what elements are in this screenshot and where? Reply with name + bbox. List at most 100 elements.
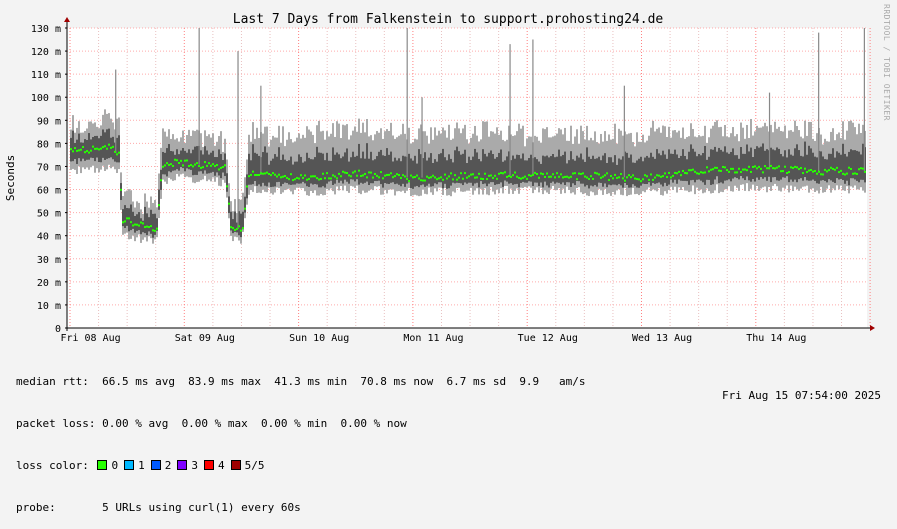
loss-color-swatch <box>124 460 135 470</box>
envelope-inner <box>498 152 500 184</box>
median-mark <box>420 179 422 182</box>
envelope-inner <box>666 158 668 186</box>
envelope-inner <box>612 162 614 185</box>
envelope-inner <box>650 152 652 186</box>
envelope-inner <box>390 151 392 183</box>
envelope-inner <box>660 155 662 185</box>
median-mark <box>850 167 852 170</box>
median-mark <box>508 174 510 177</box>
median-mark <box>316 177 318 180</box>
median-mark <box>758 165 760 168</box>
envelope-inner <box>654 158 656 184</box>
x-tick-labels: Fri 08 Aug Sat 09 Aug Sun 10 Aug Mon 11 Aug… <box>60 333 806 344</box>
envelope-inner <box>106 129 108 159</box>
envelope-inner <box>784 150 786 178</box>
x-tick-label: Wed 13 Aug <box>632 333 692 344</box>
envelope-inner <box>582 159 584 184</box>
envelope-inner <box>664 154 666 183</box>
median-mark <box>648 178 650 181</box>
envelope-inner <box>284 159 286 183</box>
median-mark <box>536 172 538 175</box>
envelope-inner <box>316 146 318 185</box>
envelope-inner <box>446 160 448 189</box>
median-mark <box>568 176 570 179</box>
envelope-inner <box>84 139 86 161</box>
envelope-inner <box>362 151 364 184</box>
median-mark <box>148 226 150 229</box>
envelope-inner <box>202 154 204 174</box>
envelope-inner <box>714 146 716 180</box>
median-mark <box>524 175 526 178</box>
envelope-inner <box>676 154 678 184</box>
median-mark <box>846 172 848 175</box>
median-mark <box>262 172 264 175</box>
loss-color-swatch <box>203 460 214 470</box>
x-axis-arrow <box>870 325 875 331</box>
median-mark <box>268 172 270 175</box>
envelope-inner <box>356 155 358 180</box>
envelope-inner <box>744 153 746 181</box>
median-mark <box>612 177 614 180</box>
envelope-inner <box>506 156 508 182</box>
median-mark <box>418 177 420 180</box>
median-mark <box>608 178 610 181</box>
envelope-inner <box>146 213 148 236</box>
median-mark <box>748 165 750 168</box>
envelope-inner <box>806 154 808 181</box>
loss-color-legend: loss color: 0 1 2 3 4 5/5 <box>16 459 586 473</box>
envelope-inner <box>618 158 620 185</box>
envelope-inner <box>492 154 494 183</box>
envelope-inner <box>472 156 474 186</box>
envelope-inner <box>156 218 158 231</box>
median-mark <box>214 165 216 168</box>
envelope-inner <box>690 144 692 181</box>
median-mark <box>436 178 438 181</box>
median-mark <box>114 150 116 153</box>
median-mark <box>270 174 272 177</box>
x-tick-label: Fri 08 Aug <box>60 333 120 344</box>
median-mark <box>760 167 762 170</box>
envelope-inner <box>724 146 726 181</box>
median-mark <box>570 175 572 178</box>
median-mark <box>696 172 698 175</box>
envelope-inner <box>644 157 646 184</box>
median-mark <box>266 171 268 174</box>
median-mark <box>138 224 140 227</box>
envelope-inner <box>292 164 294 185</box>
median-mark <box>330 177 332 180</box>
median-mark <box>96 147 98 150</box>
envelope-inner <box>230 211 232 231</box>
median-mark <box>470 173 472 176</box>
median-mark <box>174 158 176 161</box>
envelope-inner <box>86 139 88 160</box>
median-mark <box>100 147 102 150</box>
envelope-inner <box>550 156 552 183</box>
envelope-inner <box>802 156 804 181</box>
envelope-inner <box>632 162 634 185</box>
median-mark <box>304 174 306 177</box>
envelope-inner <box>124 205 126 228</box>
envelope-inner <box>266 152 268 187</box>
median-mark <box>484 172 486 175</box>
median-mark <box>358 169 360 172</box>
envelope-inner <box>808 145 810 181</box>
median-mark <box>776 166 778 169</box>
loss-color-swatch <box>177 460 188 470</box>
median-mark <box>150 225 152 228</box>
median-mark <box>182 164 184 167</box>
median-mark <box>238 225 240 228</box>
envelope-inner <box>402 155 404 184</box>
envelope-inner <box>786 157 788 177</box>
median-mark <box>426 175 428 178</box>
envelope-inner <box>700 155 702 181</box>
envelope-inner <box>136 214 138 231</box>
envelope-inner <box>152 213 154 238</box>
envelope-inner <box>154 213 156 235</box>
envelope-inner <box>716 151 718 177</box>
envelope-inner <box>364 158 366 183</box>
envelope-inner <box>102 129 104 158</box>
median-mark <box>528 174 530 177</box>
median-mark <box>474 176 476 179</box>
envelope-inner <box>522 153 524 182</box>
median-mark <box>564 175 566 178</box>
